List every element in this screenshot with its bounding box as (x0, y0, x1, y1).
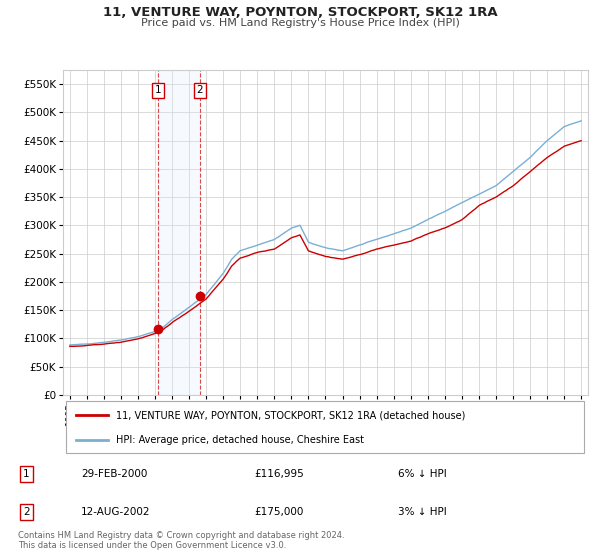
Text: 2: 2 (196, 85, 203, 95)
Text: 3% ↓ HPI: 3% ↓ HPI (398, 507, 446, 517)
Text: Price paid vs. HM Land Registry's House Price Index (HPI): Price paid vs. HM Land Registry's House … (140, 18, 460, 28)
Text: HPI: Average price, detached house, Cheshire East: HPI: Average price, detached house, Ches… (115, 435, 364, 445)
Text: 12-AUG-2002: 12-AUG-2002 (81, 507, 151, 517)
Text: 6% ↓ HPI: 6% ↓ HPI (398, 469, 446, 479)
Text: £116,995: £116,995 (254, 469, 304, 479)
Text: 1: 1 (155, 85, 161, 95)
Text: £175,000: £175,000 (254, 507, 303, 517)
Text: 11, VENTURE WAY, POYNTON, STOCKPORT, SK12 1RA: 11, VENTURE WAY, POYNTON, STOCKPORT, SK1… (103, 6, 497, 18)
FancyBboxPatch shape (65, 402, 584, 452)
Text: 11, VENTURE WAY, POYNTON, STOCKPORT, SK12 1RA (detached house): 11, VENTURE WAY, POYNTON, STOCKPORT, SK1… (115, 410, 465, 421)
Text: 1: 1 (23, 469, 30, 479)
Text: 2: 2 (23, 507, 30, 517)
Text: 29-FEB-2000: 29-FEB-2000 (81, 469, 148, 479)
Bar (158, 70, 200, 395)
Text: Contains HM Land Registry data © Crown copyright and database right 2024.
This d: Contains HM Land Registry data © Crown c… (18, 531, 344, 550)
